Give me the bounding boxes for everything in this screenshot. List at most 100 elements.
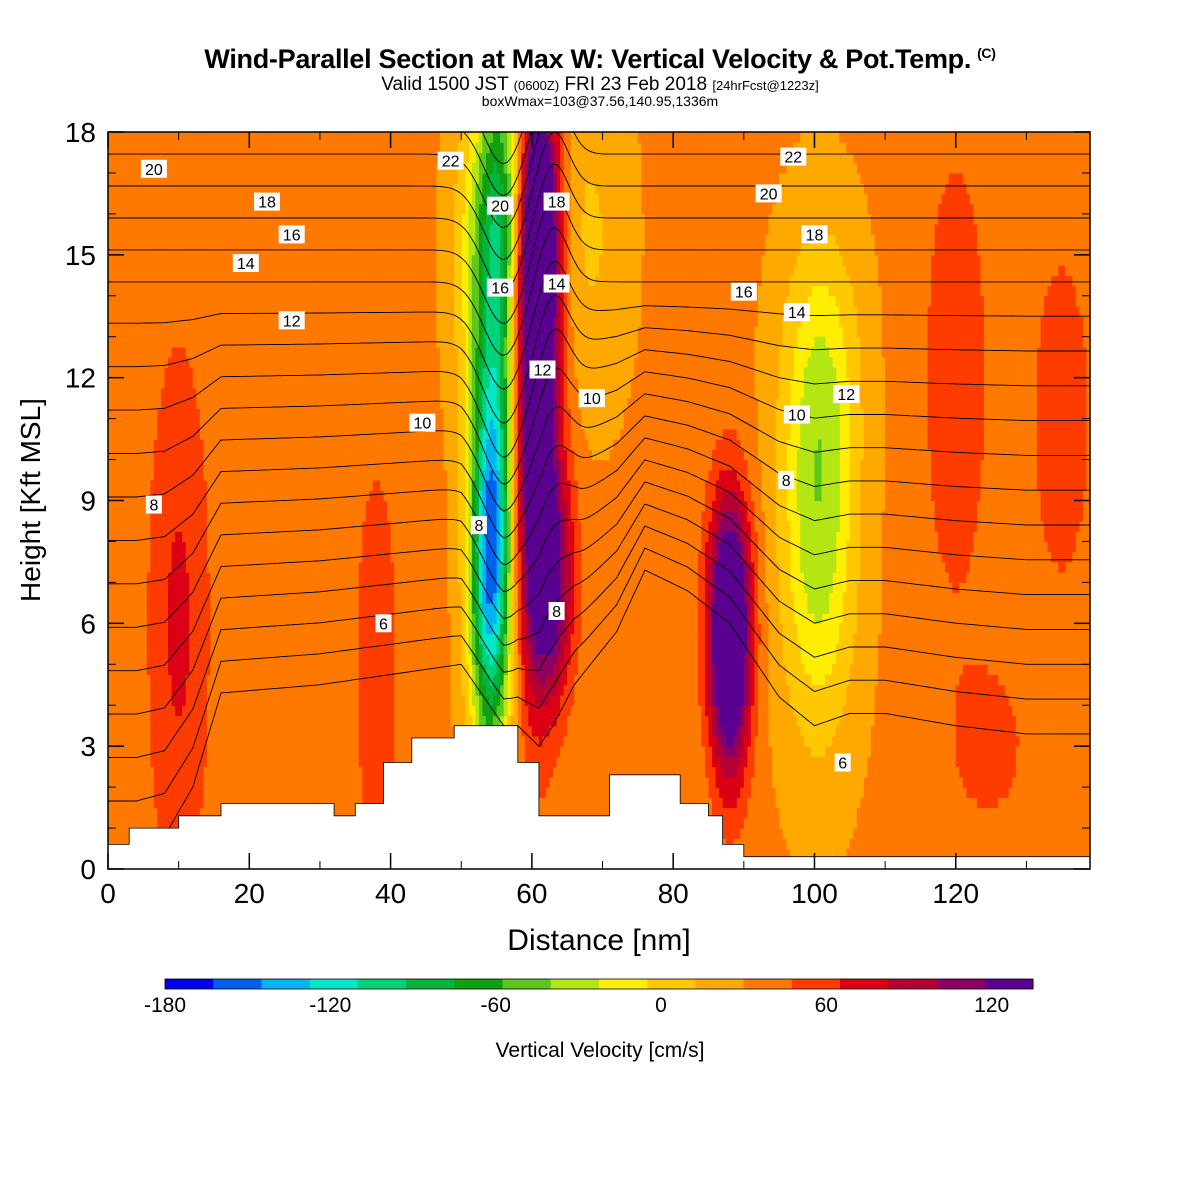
velocity-cell — [319, 766, 325, 778]
velocity-cell — [224, 234, 229, 246]
velocity-cell — [344, 377, 349, 389]
velocity-cell — [143, 316, 148, 328]
velocity-cell — [228, 265, 233, 276]
velocity-cell — [115, 715, 120, 727]
velocity-cell — [274, 694, 279, 706]
velocity-cell — [125, 306, 130, 317]
velocity-cell — [122, 480, 127, 491]
velocity-cell — [327, 510, 332, 522]
velocity-cell — [266, 715, 272, 727]
velocity-cell — [185, 275, 190, 287]
velocity-cell — [344, 142, 349, 154]
velocity-cell — [316, 285, 321, 297]
velocity-cell — [295, 213, 300, 225]
velocity-cell — [249, 367, 254, 379]
velocity-cell — [146, 183, 151, 195]
velocity-cell — [327, 316, 332, 328]
velocity-cell — [252, 439, 257, 450]
velocity-cell — [291, 664, 296, 676]
velocity-cell — [337, 797, 342, 809]
velocity-cell — [132, 439, 137, 450]
velocity-cell — [185, 510, 190, 522]
velocity-cell — [206, 254, 212, 266]
velocity-cell — [259, 183, 265, 195]
velocity-cell — [266, 725, 272, 737]
velocity-cell — [259, 398, 265, 409]
velocity-cell — [224, 367, 229, 379]
velocity-cell — [242, 357, 247, 369]
velocity-cell — [115, 531, 120, 543]
velocity-cell — [175, 787, 180, 798]
velocity-cell — [274, 531, 279, 543]
velocity-cell — [125, 152, 130, 164]
velocity-cell — [178, 306, 183, 317]
velocity-cell — [196, 254, 201, 266]
velocity-cell — [277, 510, 282, 522]
velocity-cell — [252, 346, 257, 358]
velocity-cell — [153, 664, 159, 676]
velocity-cell — [312, 265, 318, 276]
velocity-cell — [132, 275, 137, 287]
velocity-cell — [348, 797, 353, 809]
velocity-cell — [150, 285, 155, 297]
velocity-cell — [259, 132, 265, 143]
velocity-cell — [245, 152, 250, 164]
velocity-cell — [298, 490, 303, 502]
velocity-cell — [274, 735, 279, 747]
velocity-cell — [231, 572, 236, 583]
velocity-cell — [175, 551, 180, 563]
velocity-cell — [139, 725, 144, 737]
velocity-cell — [185, 367, 190, 379]
velocity-cell — [139, 766, 144, 778]
velocity-cell — [157, 367, 162, 379]
velocity-cell — [330, 275, 335, 287]
velocity-cell — [291, 541, 296, 553]
velocity-cell — [168, 520, 173, 532]
velocity-cell — [302, 254, 307, 266]
velocity-cell — [182, 387, 187, 399]
velocity-cell — [263, 766, 268, 778]
velocity-cell — [281, 439, 286, 450]
velocity-cell — [192, 367, 197, 379]
velocity-cell — [196, 224, 201, 235]
velocity-cell — [118, 254, 123, 266]
velocity-cell — [189, 285, 194, 297]
valid-time-line: Valid 1500 JST (0600Z) FRI 23 Feb 2018 [… — [0, 74, 1200, 96]
velocity-cell — [199, 551, 204, 563]
velocity-cell — [256, 654, 261, 665]
velocity-cell — [341, 326, 346, 338]
velocity-cell — [210, 705, 215, 717]
velocity-cell — [316, 623, 321, 635]
velocity-cell — [189, 377, 194, 389]
velocity-cell — [143, 572, 148, 583]
velocity-cell — [245, 551, 250, 563]
velocity-cell — [334, 132, 339, 143]
velocity-cell — [316, 306, 321, 317]
velocity-cell — [327, 787, 332, 798]
velocity-cell — [305, 541, 310, 553]
velocity-cell — [302, 336, 307, 348]
velocity-cell — [242, 531, 247, 543]
velocity-cell — [182, 725, 187, 737]
velocity-cell — [192, 766, 197, 778]
velocity-cell — [330, 756, 335, 768]
velocity-cell — [210, 357, 215, 369]
velocity-cell — [111, 213, 116, 225]
velocity-cell — [164, 387, 169, 399]
velocity-cell — [298, 418, 303, 430]
velocity-cell — [160, 807, 166, 819]
velocity-cell — [288, 346, 293, 358]
velocity-cell — [168, 387, 173, 399]
velocity-cell — [259, 367, 265, 379]
velocity-cell — [132, 572, 137, 583]
velocity-cell — [298, 398, 303, 409]
velocity-cell — [146, 408, 151, 420]
velocity-cell — [160, 756, 166, 768]
velocity-cell — [334, 142, 339, 154]
velocity-cell — [136, 664, 141, 676]
velocity-cell — [266, 265, 272, 276]
velocity-cell — [319, 500, 325, 512]
velocity-cell — [242, 346, 247, 358]
velocity-cell — [327, 265, 332, 276]
velocity-cell — [146, 265, 151, 276]
